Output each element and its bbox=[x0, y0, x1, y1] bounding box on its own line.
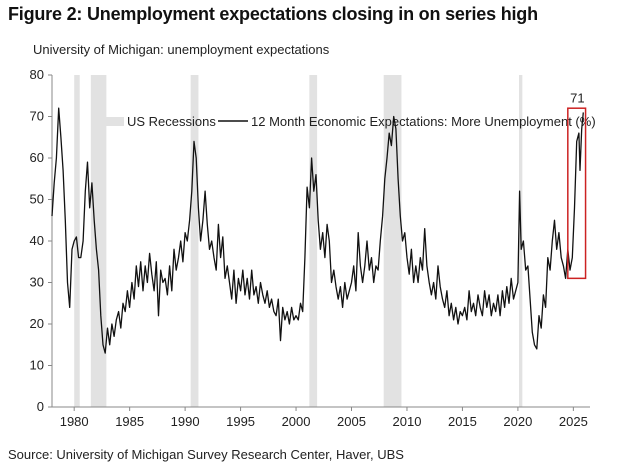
series-group bbox=[51, 107, 584, 354]
x-tick-label-1980: 1980 bbox=[60, 414, 89, 429]
y-tick-label-40: 40 bbox=[30, 233, 44, 248]
legend-recession-label: US Recessions bbox=[127, 114, 216, 129]
y-tick-label-10: 10 bbox=[30, 358, 44, 373]
x-tick-label-2010: 2010 bbox=[393, 414, 422, 429]
recession-band-1 bbox=[90, 75, 107, 407]
x-tick-label-1985: 1985 bbox=[115, 414, 144, 429]
y-tick-label-20: 20 bbox=[30, 316, 44, 331]
y-ticks: 0 10 20 30 40 50 60 70 80 bbox=[30, 67, 52, 414]
series-line-0 bbox=[51, 107, 584, 354]
x-tick-label-1995: 1995 bbox=[226, 414, 255, 429]
annotation-label: 71 bbox=[570, 90, 584, 105]
y-tick-label-50: 50 bbox=[30, 192, 44, 207]
x-tick-label-2025: 2025 bbox=[559, 414, 588, 429]
chart-subtitle: University of Michigan: unemployment exp… bbox=[33, 42, 330, 57]
x-tick-label-2000: 2000 bbox=[282, 414, 311, 429]
x-tick-label-2005: 2005 bbox=[337, 414, 366, 429]
x-tick-label-2015: 2015 bbox=[448, 414, 477, 429]
line-chart: 0 10 20 30 40 50 60 70 80 1980 1985 1990 1995 2000 20… bbox=[30, 67, 596, 429]
source-note: Source: University of Michigan Survey Re… bbox=[8, 447, 404, 462]
y-tick-label-0: 0 bbox=[37, 399, 44, 414]
y-tick-label-60: 60 bbox=[30, 150, 44, 165]
recession-band-3 bbox=[309, 75, 318, 407]
x-tick-label-1990: 1990 bbox=[171, 414, 200, 429]
y-tick-label-70: 70 bbox=[30, 109, 44, 124]
y-tick-label-30: 30 bbox=[30, 275, 44, 290]
y-tick-label-80: 80 bbox=[30, 67, 44, 82]
annotation-group: 71 bbox=[567, 90, 587, 280]
legend-line-label: 12 Month Economic Expectations: More Une… bbox=[251, 114, 596, 129]
recession-band-2 bbox=[190, 75, 199, 407]
legend: US Recessions 12 Month Economic Expectat… bbox=[94, 114, 596, 129]
highlight-box bbox=[567, 107, 587, 280]
legend-recession-swatch bbox=[94, 117, 124, 126]
chart-title: Figure 2: Unemployment expectations clos… bbox=[8, 4, 538, 24]
x-tick-label-2020: 2020 bbox=[503, 414, 532, 429]
x-ticks: 1980 1985 1990 1995 2000 2005 2010 2015 2020 2025 bbox=[60, 407, 588, 429]
